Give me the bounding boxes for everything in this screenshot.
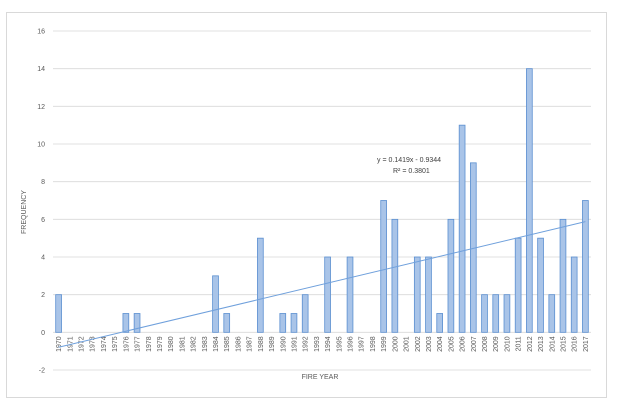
x-tick-label: 1987 [247, 336, 254, 352]
y-axis-title: FREQUENCY [21, 190, 28, 234]
x-tick-label: 2008 [482, 336, 489, 352]
x-tick-label: 2002 [415, 336, 422, 352]
y-tick-labels: -2 0 2 4 6 8 10 12 14 16 [37, 29, 45, 375]
x-tick-label: 1993 [314, 336, 321, 352]
x-tick-label: 1972 [79, 336, 86, 352]
x-tick-label: 2013 [538, 336, 545, 352]
x-tick-label: 1974 [101, 336, 108, 352]
x-tick-label: 1982 [191, 336, 198, 352]
x-tick-label: 1996 [348, 336, 355, 352]
x-tick-label: 1976 [123, 336, 130, 352]
bar-1977 [133, 313, 141, 333]
x-tick-label: 1994 [325, 336, 332, 352]
trendline-equation: y = 0.1419x - 0.9344 [377, 157, 441, 164]
x-tick-label: 2009 [493, 336, 500, 352]
bar-1996 [346, 256, 354, 333]
x-tick-label: 1995 [336, 336, 343, 352]
x-tick-label: 1978 [146, 336, 153, 352]
bar-1976 [122, 313, 130, 333]
x-tick-label: 2004 [437, 336, 444, 352]
bar-1988 [257, 237, 264, 333]
x-tick-label: 2000 [392, 336, 399, 352]
x-tick-label: 2015 [560, 336, 567, 352]
bars [55, 68, 589, 333]
x-tick-label: 2003 [426, 336, 433, 352]
x-tick-label: 1984 [213, 336, 220, 352]
bar-2012 [526, 68, 533, 333]
x-tick-label: 1981 [179, 336, 186, 352]
x-tick-label: 1985 [224, 336, 231, 352]
bar-1994 [324, 256, 331, 333]
trendline [58, 221, 586, 348]
x-tick-label: 1975 [112, 336, 119, 352]
x-tick-label: 1999 [381, 336, 388, 352]
bar-2000 [391, 218, 399, 333]
x-tick-label: 1986 [235, 336, 242, 352]
x-tick-label: 2012 [527, 336, 534, 352]
x-tick-label: 1988 [258, 336, 265, 352]
x-tick-label: 1979 [157, 336, 164, 352]
x-tick-label: 1997 [359, 336, 366, 352]
x-tick-label: 2007 [471, 336, 478, 352]
bar-2013 [537, 237, 544, 333]
x-tick-label: 1989 [269, 336, 276, 352]
x-tick-label: 2014 [549, 336, 556, 352]
x-tick-label: 1980 [168, 336, 175, 352]
x-tick-label: 1977 [135, 336, 142, 352]
grid-lines [53, 30, 591, 371]
x-tick-label: 1983 [202, 336, 209, 352]
bar-2011 [514, 237, 522, 333]
bar-2002 [413, 256, 421, 333]
y-tick-label: 4 [41, 255, 45, 262]
x-tick-label: 1973 [90, 336, 97, 352]
y-tick-label: 6 [41, 217, 45, 224]
y-tick-label: 14 [37, 66, 45, 73]
x-tick-label: 1991 [291, 336, 298, 352]
bar-2010 [503, 294, 511, 333]
bar-2009 [492, 294, 500, 333]
bar-2006 [458, 124, 466, 333]
x-tick-label: 2017 [583, 336, 590, 352]
y-tick-label: 2 [41, 292, 45, 299]
y-tick-label: -2 [39, 368, 45, 375]
x-axis-title: FIRE YEAR [302, 374, 339, 381]
x-tick-label: 1992 [303, 336, 310, 352]
x-tick-labels: 1970197119721973197419751976197719781979… [56, 336, 590, 352]
x-tick-label: 2011 [516, 336, 523, 351]
bar-2014 [548, 294, 556, 333]
x-tick-label: 2010 [504, 336, 511, 352]
bar-2015 [559, 218, 567, 333]
x-tick-label: 2001 [404, 336, 411, 352]
y-tick-label: 0 [41, 330, 45, 337]
bar-1984 [212, 275, 219, 333]
x-tick-label: 2005 [448, 336, 455, 352]
x-tick-label: 2016 [572, 336, 579, 352]
bar-1990 [279, 313, 287, 333]
y-tick-label: 8 [41, 179, 45, 186]
bar-2016 [570, 256, 578, 333]
y-tick-label: 12 [37, 104, 45, 111]
bar-1992 [301, 294, 309, 333]
bar-1970 [55, 294, 62, 333]
bar-2005 [447, 218, 455, 333]
bar-1991 [290, 313, 298, 333]
bar-2008 [481, 294, 488, 333]
bar-1985 [223, 313, 231, 333]
trendline-r-squared: R² = 0.3801 [393, 168, 430, 175]
x-tick-label: 2006 [460, 336, 467, 352]
bar-2004 [436, 313, 444, 333]
bar-2017 [582, 200, 589, 333]
bar-2003 [425, 256, 432, 333]
y-tick-label: 10 [37, 142, 45, 149]
x-tick-label: 1970 [56, 336, 63, 352]
y-tick-label: 16 [37, 29, 45, 36]
x-tick-label: 1998 [370, 336, 377, 352]
x-tick-label: 1990 [280, 336, 287, 352]
bar-1999 [380, 200, 387, 333]
